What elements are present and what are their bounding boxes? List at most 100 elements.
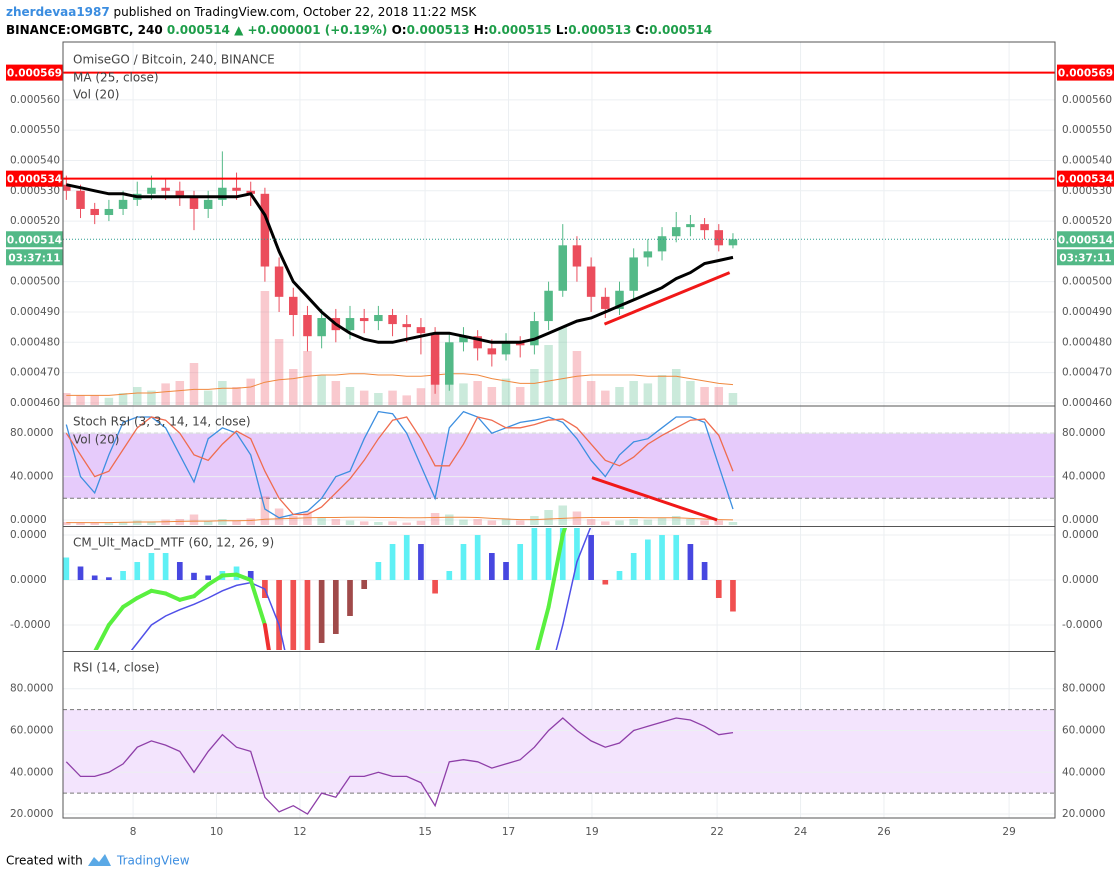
volume-ma <box>66 516 734 524</box>
y-tick-label: -0.0000 <box>10 619 51 631</box>
volume-bar <box>686 519 695 525</box>
volume-bar <box>274 508 284 525</box>
y-tick-label: 60.0000 <box>10 724 53 736</box>
candle-body <box>501 342 511 355</box>
y-tick-label: 0.0000 <box>10 574 47 586</box>
volume-bar <box>118 522 128 525</box>
histogram-bar <box>77 566 84 581</box>
candle-body <box>161 187 170 191</box>
candle-body <box>473 336 482 349</box>
ohlc-value: 0.000513 <box>407 23 470 37</box>
volume-bar <box>317 375 326 405</box>
volume-bar <box>629 519 638 525</box>
volume-bar <box>388 390 397 405</box>
histogram-bar <box>489 553 495 581</box>
volume-bar <box>289 516 298 525</box>
price-tag <box>6 249 63 266</box>
pane-title: Stoch RSI (3, 3, 14, 14, close) <box>73 415 251 429</box>
pane <box>63 528 1055 706</box>
volume-bar <box>402 522 411 525</box>
symbol: BINANCE:OMGBTC, 240 <box>6 23 163 37</box>
volume-bar <box>246 518 255 525</box>
histogram-bar <box>645 539 651 581</box>
candle-body <box>530 321 539 346</box>
volume-bar <box>359 521 369 525</box>
volume-bar <box>671 369 681 405</box>
price-tag <box>1057 231 1114 248</box>
y-tick-label: 0.000490 <box>10 306 60 318</box>
volume-bar <box>76 522 85 525</box>
candle-body <box>402 324 411 328</box>
y-tick-label: 40.0000 <box>1062 766 1105 778</box>
x-tick-label: 22 <box>710 826 723 838</box>
x-tick-label: 8 <box>130 826 137 838</box>
volume-bar <box>289 369 298 405</box>
histogram-bar <box>715 580 722 598</box>
volume-bar <box>274 339 284 405</box>
histogram-bar <box>602 580 609 585</box>
y-tick-label: 0.000560 <box>10 94 60 106</box>
histogram-bar <box>630 553 637 581</box>
candle-body <box>615 290 624 309</box>
volume-bar <box>714 387 724 405</box>
y-tick-label: 40.0000 <box>10 766 53 778</box>
x-tick-label: 24 <box>794 826 808 838</box>
volume-bar <box>487 520 497 525</box>
histogram-bar <box>418 544 424 581</box>
trendline <box>603 271 731 326</box>
volume-bar <box>161 519 170 525</box>
price-tag-label: 0.000569 <box>7 68 62 80</box>
candle-body <box>289 296 298 316</box>
band <box>63 709 1055 794</box>
volume-bar <box>572 351 582 405</box>
macd-segment <box>520 661 534 688</box>
x-tick-label: 29 <box>1002 826 1015 838</box>
volume-bar <box>189 514 199 525</box>
ohlc-label: O: <box>392 23 407 37</box>
volume-bar <box>132 387 142 405</box>
candle-body <box>657 236 667 252</box>
logo[interactable] <box>88 854 111 866</box>
histogram-bar <box>545 528 552 581</box>
volume-bar <box>459 519 468 525</box>
volume-bar <box>402 395 411 405</box>
macd-segment <box>106 604 126 627</box>
volume-bar <box>132 520 142 525</box>
candle-body <box>643 251 653 258</box>
histogram-bar <box>91 575 98 581</box>
brand[interactable]: TradingView <box>116 854 190 868</box>
macd-segment <box>535 604 551 650</box>
author[interactable]: zherdevaa1987 <box>6 5 110 19</box>
macd-segment <box>121 595 140 609</box>
histogram-bar <box>290 580 297 650</box>
macd-segment <box>262 622 271 650</box>
volume-bar <box>544 345 553 405</box>
y-tick-label: 40.0000 <box>1062 471 1105 483</box>
ohlc-label: C: <box>636 23 650 37</box>
ohlc-value: 0.000515 <box>489 23 552 37</box>
indicator-line <box>65 410 734 519</box>
y-tick-label: 40.0000 <box>10 471 53 483</box>
histogram-bar <box>318 580 325 643</box>
candle-body <box>544 290 553 322</box>
macd-segment <box>163 591 182 602</box>
volume-bar <box>473 381 482 405</box>
price-tag-label: 03:37:11 <box>8 252 60 264</box>
volume-bar <box>601 521 610 525</box>
price-tag <box>6 231 63 248</box>
volume-bar <box>544 510 553 525</box>
volume-bar <box>445 514 454 525</box>
candle-body <box>714 230 724 246</box>
volume-bar <box>63 522 71 525</box>
candle-body <box>686 224 695 228</box>
pane <box>63 410 1055 525</box>
macd-segment <box>478 697 492 706</box>
candle-body <box>90 208 99 216</box>
y-tick-label: 0.0000 <box>10 529 47 541</box>
pane <box>63 71 1055 405</box>
y-tick-label: 0.000530 <box>1062 185 1112 197</box>
volume-bar <box>232 387 241 405</box>
histogram-bar <box>432 580 438 594</box>
volume-bar <box>189 363 199 405</box>
